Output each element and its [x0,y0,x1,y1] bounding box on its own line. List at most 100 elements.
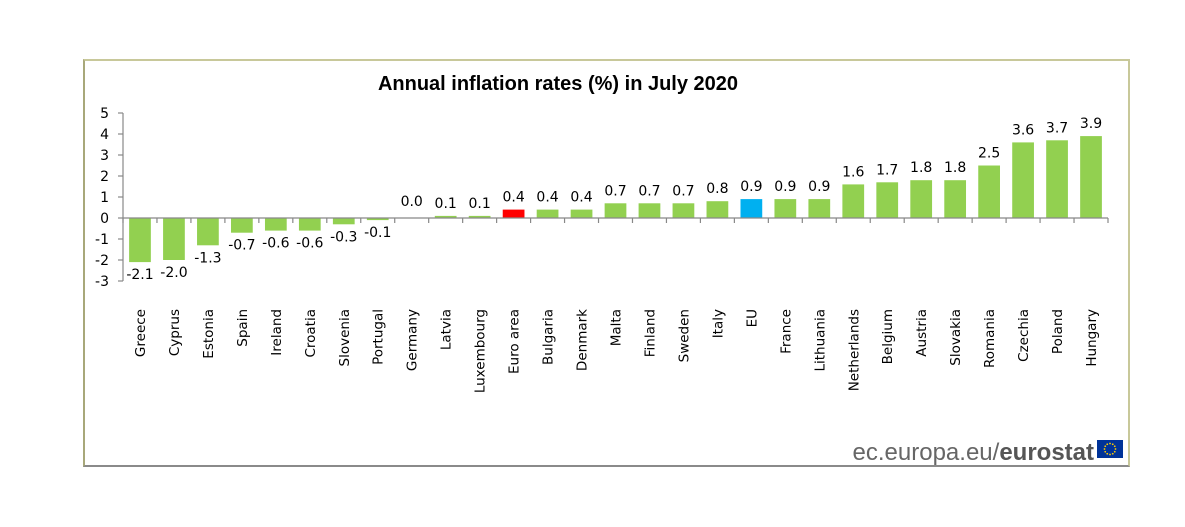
data-label: 1.7 [876,162,898,178]
data-label: 0.7 [604,183,626,199]
data-label: -0.6 [262,236,289,252]
category-label: Italy [710,309,726,338]
category-labels: Greece Cyprus Estonia Spain Ireland Croatia Sl… [133,309,1100,393]
category-label: Hungary [1084,309,1100,367]
data-label: 0.9 [808,179,830,195]
bar-hungary [1080,136,1102,218]
data-label: 3.6 [1012,122,1034,138]
data-label: 0.0 [401,194,423,210]
bar-latvia [434,215,457,218]
bar-lithuania [808,199,831,218]
bars [129,136,1102,263]
bar-greece [129,218,151,263]
data-label: 0.4 [536,190,558,206]
data-label: 0.8 [706,181,728,197]
data-label: 1.8 [944,160,966,176]
y-axis: 5 4 3 2 1 0 -1 -2 -3 [95,106,124,290]
category-label: Euro area [507,309,523,374]
flag-star [1113,445,1116,448]
bar-euro-area [502,209,525,218]
bar-netherlands [842,184,865,218]
category-label: Portugal [371,309,387,365]
category-label: Netherlands [846,309,862,391]
category-label: Ireland [269,309,285,356]
bar-ireland [264,218,287,231]
data-label: 0.9 [774,179,796,195]
bar-finland [638,203,661,218]
data-label: 0.4 [570,190,592,206]
category-label: Cyprus [167,309,183,356]
bar-denmark [570,209,593,218]
data-label: 1.6 [842,164,864,180]
data-label: -0.7 [228,238,255,254]
x-axis [122,217,1109,223]
category-label: Malta [609,309,625,346]
category-label: Slovenia [337,309,353,366]
bar-slovakia [944,180,967,218]
category-label: Spain [235,309,251,347]
category-label: France [778,309,794,354]
flag-star [1111,452,1114,455]
category-label: EU [744,309,760,327]
flag-star [1104,445,1107,448]
y-tick-label: 5 [100,106,109,122]
source-prefix: ec.europa.eu/ [853,439,1000,466]
y-tick-label: 0 [100,211,109,227]
flag-star [1109,453,1111,456]
category-label: Latvia [439,309,455,350]
data-label: 3.9 [1080,116,1102,132]
source-credit: ec.europa.eu/eurostat [853,439,1094,466]
bar-romania [978,165,1000,218]
flag-star [1103,448,1106,450]
category-label: Czechia [1016,309,1032,362]
bar-italy [706,201,729,218]
category-label: Denmark [575,309,591,371]
source-brand: eurostat [999,439,1094,466]
eurostat-footer: ec.europa.eu/eurostat [853,439,1123,466]
data-label: 0.1 [435,196,457,212]
bar-czechia [1012,142,1034,218]
bar-estonia [197,218,219,246]
bar-malta [604,203,627,218]
data-label: 0.9 [740,179,762,195]
flag-star [1104,450,1107,453]
data-label: 0.1 [469,196,491,212]
data-label: -1.3 [194,250,221,266]
category-label: Bulgaria [541,309,557,365]
category-label: Belgium [880,309,896,364]
data-label: -2.0 [160,265,187,281]
category-label: Lithuania [812,309,828,372]
category-label: Austria [914,309,930,357]
y-tick-label: -2 [95,253,109,269]
y-tick-label: 2 [100,169,109,185]
bar-luxembourg [468,215,491,218]
data-labels: -2.1 -2.0 -1.3 -0.7 -0.6 -0.6 -0.3 -0.1 0.0 0.1 0.… [126,116,1102,283]
category-label: Sweden [676,309,692,362]
y-tick-label: -1 [95,232,109,248]
category-label: Romania [982,309,998,368]
chart-title: Annual inflation rates (%) in July 2020 [378,73,738,95]
category-label: Luxembourg [473,309,489,393]
y-tick-label: 1 [100,190,109,206]
bar-croatia [298,218,321,231]
eu-flag-icon [1097,440,1123,458]
bar-france [774,199,797,218]
data-label: -2.1 [126,267,153,283]
flag-star [1109,442,1111,445]
data-label: -0.6 [296,236,323,252]
flag-star [1106,443,1109,446]
bar-slovenia [332,218,355,225]
bar-cyprus [163,218,185,260]
data-label: 0.7 [672,183,694,199]
data-label: 2.5 [978,146,1000,162]
data-label: 0.4 [502,190,524,206]
category-label: Greece [133,309,149,357]
data-label: 1.8 [910,160,932,176]
data-label: 3.7 [1046,120,1068,136]
flag-star [1106,452,1109,455]
bar-poland [1046,140,1068,218]
bar-portugal [366,218,389,221]
bar-austria [910,180,933,218]
flag-star [1113,450,1116,453]
